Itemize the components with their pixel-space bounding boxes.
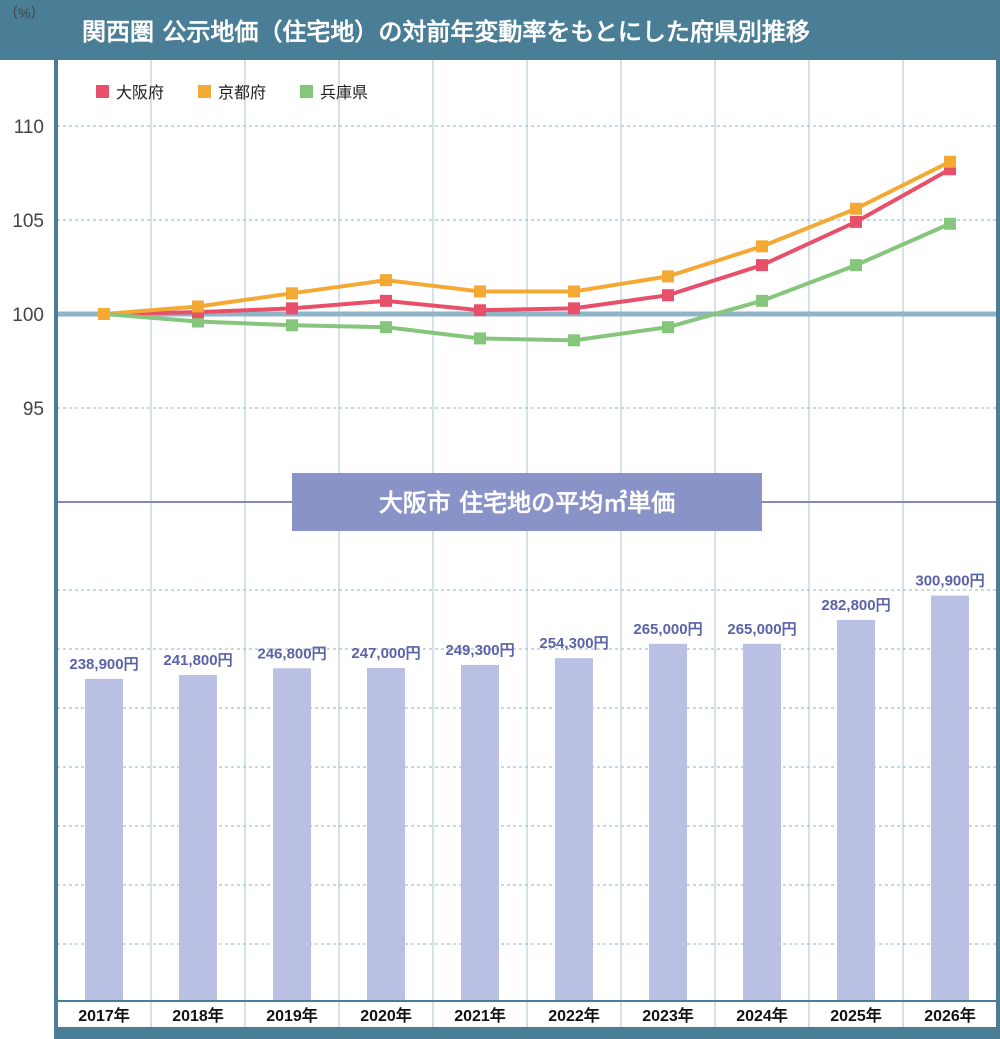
bar — [931, 595, 969, 1000]
data-point — [474, 285, 486, 298]
data-point — [286, 302, 298, 315]
legend-swatch — [300, 85, 313, 98]
x-tick-label: 2026年 — [924, 1006, 976, 1025]
data-point — [286, 319, 298, 332]
bar-value-label: 300,900円 — [915, 573, 984, 590]
bar — [85, 678, 123, 1000]
data-point — [192, 315, 204, 328]
x-tick-label: 2023年 — [642, 1006, 694, 1025]
x-tick-label: 2024年 — [736, 1006, 788, 1025]
series-line — [103, 221, 951, 343]
title-bar — [0, 0, 1000, 60]
y-axis-unit: （%） — [4, 5, 44, 21]
x-tick-label: 2017年 — [78, 1006, 130, 1025]
data-point — [474, 304, 486, 317]
bar — [367, 668, 405, 1000]
bar — [743, 643, 781, 1000]
x-tick-label: 2025年 — [830, 1006, 882, 1025]
data-point — [756, 294, 768, 307]
bar-value-label: 265,000円 — [633, 621, 702, 638]
bar-value-label: 265,000円 — [727, 621, 796, 638]
bar-value-label: 254,300円 — [539, 635, 608, 652]
bar — [837, 619, 875, 1000]
data-point — [98, 308, 110, 320]
x-tick-label: 2020年 — [360, 1006, 412, 1025]
legend-label: 京都府 — [218, 83, 266, 102]
data-point — [192, 300, 204, 313]
data-point — [662, 289, 674, 302]
legend-swatch — [198, 85, 211, 98]
x-tick-label: 2022年 — [548, 1006, 600, 1025]
data-point — [662, 321, 674, 334]
data-point — [286, 287, 298, 300]
subtitle-box — [292, 473, 762, 531]
data-point — [380, 274, 392, 287]
chart-title: 関西圏 公示地価（住宅地）の対前年変動率をもとにした府県別推移 — [82, 18, 810, 46]
y-tick-label: 95 — [23, 399, 44, 420]
bar-value-label: 246,800円 — [257, 645, 326, 662]
frame-left — [54, 60, 58, 1039]
bar — [649, 643, 687, 1000]
data-point — [474, 332, 486, 345]
data-point — [944, 155, 956, 168]
series-line — [103, 159, 951, 316]
data-point — [662, 270, 674, 283]
frame-bottom — [54, 1027, 1000, 1039]
x-tick-label: 2018年 — [172, 1006, 224, 1025]
x-tick-label: 2019年 — [266, 1006, 318, 1025]
y-tick-label: 110 — [14, 117, 44, 138]
data-point — [944, 217, 956, 230]
frame-right — [996, 60, 1000, 1039]
legend-swatch — [96, 85, 109, 98]
data-point — [568, 334, 580, 347]
data-point — [568, 285, 580, 298]
bar-value-label: 249,300円 — [445, 642, 514, 659]
y-tick-label: 105 — [12, 211, 44, 232]
data-point — [850, 259, 862, 272]
series-line — [103, 167, 951, 316]
data-point — [850, 202, 862, 215]
bar-chart-title: 大阪市 住宅地の平均㎡単価 — [379, 489, 675, 517]
data-point — [756, 240, 768, 253]
x-tick-label: 2021年 — [454, 1006, 506, 1025]
legend-label: 大阪府 — [116, 83, 164, 102]
bar — [179, 675, 217, 1000]
bar — [273, 668, 311, 1000]
data-point — [380, 321, 392, 334]
bar-value-label: 282,800円 — [821, 597, 890, 614]
data-point — [850, 215, 862, 228]
data-point — [756, 259, 768, 272]
bar-value-label: 247,000円 — [351, 645, 420, 662]
legend-label: 兵庫県 — [320, 83, 368, 102]
bar-value-label: 238,900円 — [69, 656, 138, 673]
bar — [555, 658, 593, 1000]
y-tick-label: 100 — [12, 305, 44, 326]
data-point — [380, 294, 392, 307]
bar-value-label: 241,800円 — [163, 652, 232, 669]
bar — [461, 664, 499, 1000]
data-point — [568, 302, 580, 315]
